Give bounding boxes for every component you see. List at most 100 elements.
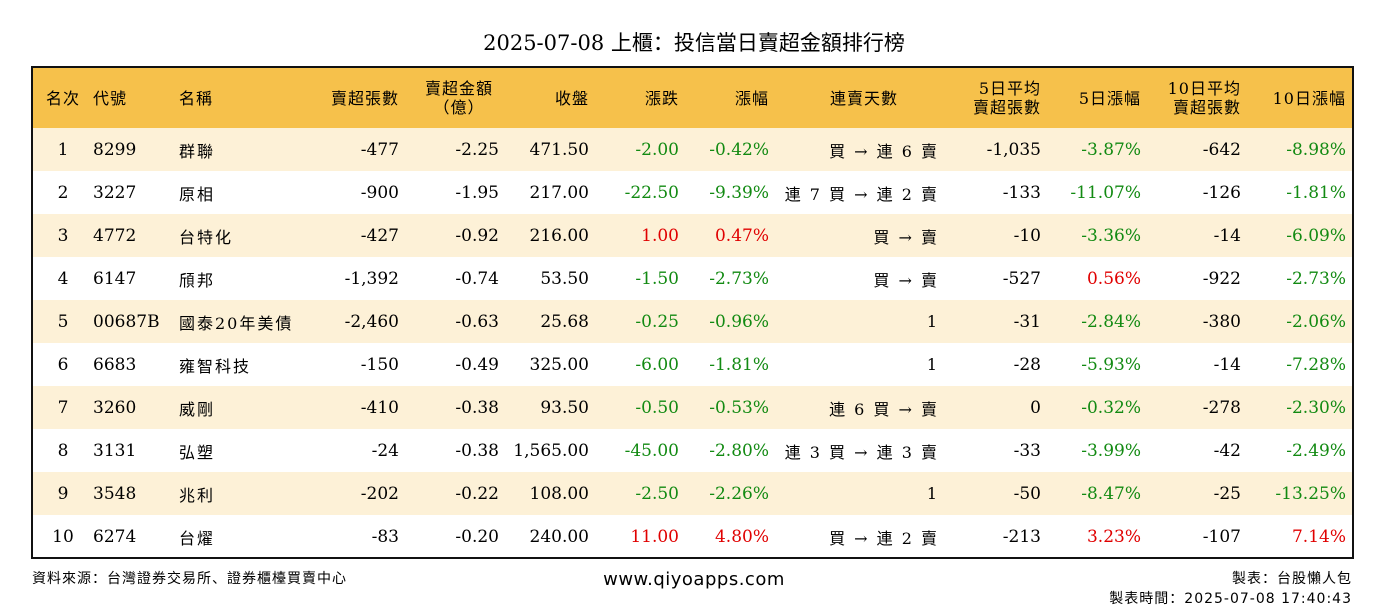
header-code: 代號	[93, 88, 128, 108]
cell-sell-shares: -1,392	[344, 268, 399, 289]
table-row: 5 00687B 國泰20年美債 -2,460 -0.63 25.68 -0.25 -0.96…	[33, 300, 1352, 343]
header-change-pct: 漲幅	[734, 88, 769, 108]
cell-change-pct: -2.26%	[709, 483, 769, 504]
cell-change: -6.00	[635, 354, 679, 375]
cell-close: 216.00	[529, 225, 589, 246]
data-source: 資料來源：台灣證券交易所、證券櫃檯買賣中心	[32, 571, 347, 587]
cell-name: 頎邦	[179, 270, 216, 290]
cell-name: 威剛	[179, 399, 216, 419]
cell-code: 3227	[93, 182, 137, 203]
cell-avg10: -107	[1202, 526, 1241, 547]
cell-sell-shares: -477	[360, 139, 399, 160]
cell-close: 471.50	[529, 139, 589, 160]
cell-close: 108.00	[529, 483, 589, 504]
table-row: 6 6683 雍智科技 -150 -0.49 325.00 -6.00 -1.81% 1 -28 -…	[33, 343, 1352, 386]
cell-avg5: -50	[1013, 483, 1041, 504]
cell-close: 325.00	[529, 354, 589, 375]
cell-change-pct: -2.80%	[709, 440, 769, 461]
cell-code: 3548	[93, 483, 137, 504]
table-row: 1 8299 群聯 -477 -2.25 471.50 -2.00 -0.42% 買 → 連 6…	[33, 128, 1352, 171]
header-close: 收盤	[554, 88, 589, 108]
cell-code: 6274	[93, 526, 137, 547]
cell-sell-shares: -24	[371, 440, 399, 461]
cell-name: 台燿	[179, 528, 216, 548]
cell-avg5: -527	[1002, 268, 1041, 289]
cell-change: -2.50	[635, 483, 679, 504]
cell-avg5: -28	[1013, 354, 1041, 375]
cell-streak: 買 → 賣	[873, 227, 939, 247]
cell-avg10: -380	[1202, 311, 1241, 332]
cell-code: 8299	[93, 139, 137, 160]
table-row: 9 3548 兆利 -202 -0.22 108.00 -2.50 -2.26% 1 -50 -8.…	[33, 472, 1352, 515]
cell-chg10: -2.49%	[1286, 440, 1346, 461]
cell-rank: 8	[57, 440, 69, 461]
cell-sell-amount: -0.38	[455, 440, 499, 461]
cell-code: 3131	[93, 440, 137, 461]
cell-sell-amount: -0.22	[455, 483, 499, 504]
cell-chg5: -3.36%	[1081, 225, 1141, 246]
cell-code: 3260	[93, 397, 137, 418]
cell-chg10: -7.28%	[1286, 354, 1346, 375]
cell-avg5: -133	[1002, 182, 1041, 203]
cell-avg10: -922	[1202, 268, 1241, 289]
cell-name: 弘塑	[179, 442, 216, 462]
cell-change-pct: -0.96%	[709, 311, 769, 332]
cell-close: 240.00	[529, 526, 589, 547]
cell-rank: 6	[57, 354, 69, 375]
cell-sell-amount: -2.25	[455, 139, 499, 160]
cell-sell-amount: -0.38	[455, 397, 499, 418]
cell-avg5: -1,035	[986, 139, 1041, 160]
table-maker: 製表：台股懶人包	[1232, 571, 1352, 587]
page-title: 2025-07-08 上櫃：投信當日賣超金額排行榜	[483, 31, 905, 55]
cell-name: 台特化	[179, 227, 234, 247]
cell-rank: 10	[52, 526, 74, 547]
table-row: 8 3131 弘塑 -24 -0.38 1,565.00 -45.00 -2.80% 連 3 買…	[33, 429, 1352, 472]
cell-change-pct: 0.47%	[714, 225, 769, 246]
header-sell-amount-line2: （億）	[433, 98, 485, 117]
cell-change: -0.25	[635, 311, 679, 332]
cell-avg10: -14	[1213, 225, 1241, 246]
cell-change-pct: -9.39%	[709, 182, 769, 203]
cell-streak: 連 6 買 → 賣	[829, 399, 939, 419]
cell-chg5: 3.23%	[1086, 526, 1141, 547]
header-avg10: 10日平均 賣超張數	[1151, 68, 1251, 128]
cell-avg5: 0	[1030, 397, 1041, 418]
header-sell-shares: 賣超張數	[330, 88, 399, 108]
header-avg10-line1: 10日平均	[1167, 79, 1241, 98]
ranking-table: 名次 代號 名稱 賣超張數 賣超金額 （億） 收盤 漲跌 漲幅 連賣天數 5日平均…	[33, 68, 1352, 557]
table-row: 7 3260 威剛 -410 -0.38 93.50 -0.50 -0.53% 連 6 買 → …	[33, 386, 1352, 429]
cell-avg10: -278	[1202, 397, 1241, 418]
cell-sell-shares: -410	[360, 397, 399, 418]
cell-chg10: -13.25%	[1275, 483, 1346, 504]
cell-name: 原相	[179, 184, 216, 204]
cell-close: 217.00	[529, 182, 589, 203]
cell-avg10: -642	[1202, 139, 1241, 160]
cell-sell-shares: -2,460	[344, 311, 399, 332]
cell-code: 6683	[93, 354, 137, 375]
cell-sell-amount: -1.95	[455, 182, 499, 203]
cell-chg10: -2.73%	[1286, 268, 1346, 289]
cell-sell-shares: -427	[360, 225, 399, 246]
header-chg5: 5日漲幅	[1078, 88, 1141, 108]
table-row: 2 3227 原相 -900 -1.95 217.00 -22.50 -9.39% 連 7 買 …	[33, 171, 1352, 214]
header-avg5: 5日平均 賣超張數	[949, 68, 1051, 128]
cell-chg5: -5.93%	[1081, 354, 1141, 375]
cell-code: 00687B	[93, 311, 160, 332]
cell-avg10: -42	[1213, 440, 1241, 461]
cell-chg10: -8.98%	[1286, 139, 1346, 160]
cell-streak: 買 → 連 6 賣	[829, 141, 939, 161]
cell-rank: 7	[57, 397, 69, 418]
cell-chg5: -2.84%	[1081, 311, 1141, 332]
cell-change-pct: 4.80%	[714, 526, 769, 547]
cell-streak: 買 → 連 2 賣	[829, 528, 939, 548]
cell-chg5: -3.99%	[1081, 440, 1141, 461]
cell-sell-amount: -0.20	[455, 526, 499, 547]
header-sell-amount: 賣超金額 （億）	[409, 68, 509, 128]
cell-rank: 1	[57, 139, 69, 160]
cell-streak: 連 3 買 → 連 3 賣	[784, 442, 939, 462]
ranking-table-frame: 名次 代號 名稱 賣超張數 賣超金額 （億） 收盤 漲跌 漲幅 連賣天數 5日平均…	[31, 66, 1354, 559]
cell-streak: 1	[926, 484, 939, 503]
cell-sell-shares: -202	[360, 483, 399, 504]
table-row: 10 6274 台燿 -83 -0.20 240.00 11.00 4.80% 買 → 連 2 …	[33, 515, 1352, 557]
header-avg5-line2: 賣超張數	[972, 98, 1041, 117]
